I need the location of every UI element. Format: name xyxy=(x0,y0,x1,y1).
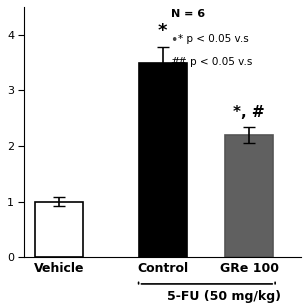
Text: 5-FU (50 mg/kg): 5-FU (50 mg/kg) xyxy=(167,290,281,303)
Bar xyxy=(139,63,187,257)
Text: N = 6: N = 6 xyxy=(171,10,205,19)
Text: # p < 0.05 v.s: # p < 0.05 v.s xyxy=(178,57,252,67)
Text: •: • xyxy=(170,34,177,47)
Text: *, #: *, # xyxy=(233,105,265,120)
Text: *: * xyxy=(158,22,168,40)
Bar xyxy=(225,135,273,257)
Text: * p < 0.05 v.s: * p < 0.05 v.s xyxy=(178,34,249,44)
Text: #: # xyxy=(170,57,179,67)
Bar xyxy=(35,202,83,257)
